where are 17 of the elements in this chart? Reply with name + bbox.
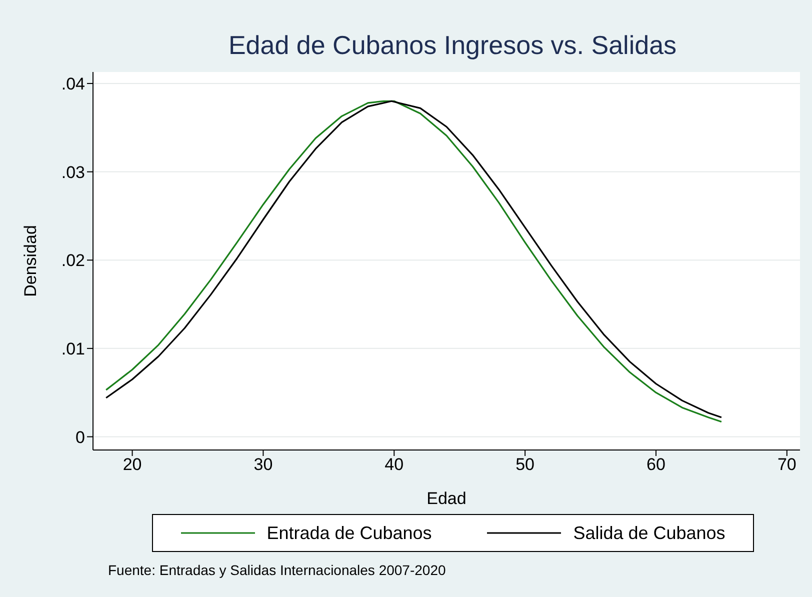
x-tick-label: 20	[122, 455, 142, 474]
x-axis-title: Edad	[426, 489, 466, 508]
x-tick-label: 50	[516, 455, 535, 474]
y-tick-label: .03	[61, 162, 85, 182]
legend-label: Entrada de Cubanos	[266, 522, 432, 544]
source-note: Fuente: Entradas y Salidas Internacionales 2007-2020	[108, 562, 446, 578]
x-tick-label: 60	[646, 455, 666, 474]
y-tick-label: .02	[61, 251, 85, 270]
y-tick-label: .04	[61, 74, 85, 94]
y-tick-label: .01	[61, 339, 85, 358]
x-tick-label: 40	[384, 455, 404, 474]
y-tick-label: 0	[76, 428, 85, 447]
x-tick-label: 30	[254, 455, 273, 474]
x-tick-label: 70	[777, 455, 796, 474]
y-axis-title: Densidad	[21, 225, 40, 297]
chart-title: Edad de Cubanos Ingresos vs. Salidas	[227, 30, 678, 61]
legend-label: Salida de Cubanos	[573, 522, 726, 544]
